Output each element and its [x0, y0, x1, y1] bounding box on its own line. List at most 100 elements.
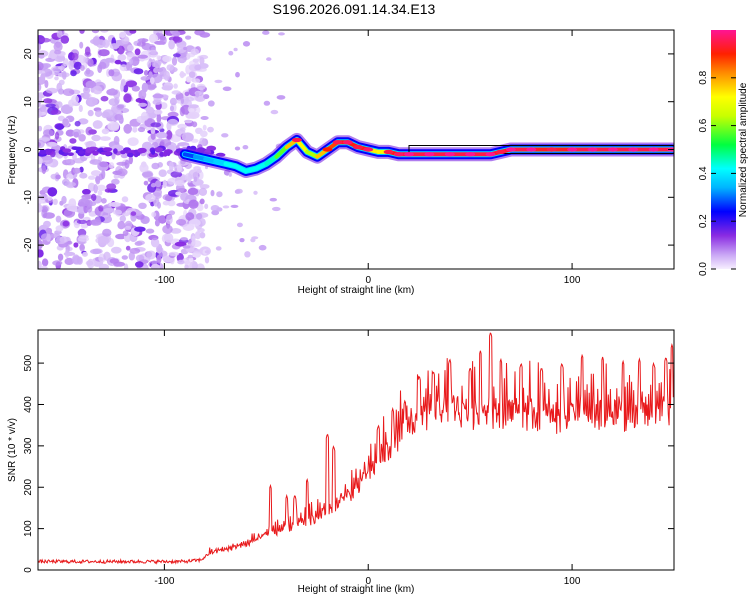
spectrogram-noise-cell — [150, 122, 162, 128]
spectrogram-noise-cell — [165, 194, 172, 202]
spectrogram-noise-cell — [191, 121, 198, 128]
spectrogram-noise-cell — [263, 100, 271, 106]
spectrogram-noise-cell — [167, 199, 176, 207]
spectrogram-noise-cell — [183, 46, 188, 51]
spectrogram-noise-cell — [234, 189, 241, 194]
spectrogram-noise-cell — [162, 55, 172, 63]
spectrogram-ridge-peak — [546, 147, 557, 152]
spectrogram-noise-cell — [50, 109, 62, 115]
spectrogram-noise-cell — [113, 148, 118, 154]
spectrogram-noise-cell — [143, 180, 149, 186]
spectrogram-noise-cell — [108, 98, 120, 106]
spectrogram-noise-cell — [62, 88, 75, 96]
spectrogram-noise-cell — [180, 237, 188, 241]
spectrogram-noise-cell — [211, 210, 220, 216]
spectrogram-ridge-peak — [291, 137, 302, 143]
spectrogram-ridge-peak — [465, 152, 476, 157]
spectrogram-noise-cell — [101, 198, 107, 204]
spectrogram-noise-cell — [244, 251, 251, 258]
colorbar-tick-label: 0.2 — [698, 214, 709, 228]
spectrogram-noise-cell — [79, 172, 88, 179]
spectrogram-noise-cell — [65, 129, 75, 137]
spectrogram-noise-cell — [60, 104, 73, 115]
spectrogram-noise-cell — [45, 103, 56, 108]
spectrogram-y-tick-label: -20 — [23, 237, 34, 252]
spectrogram-noise-cell — [174, 241, 187, 247]
spectrogram-noise-cell — [154, 147, 164, 152]
spectrogram-noise-cell — [50, 233, 61, 239]
spectrogram-noise-cell — [91, 193, 97, 201]
spectrogram-noise-cell — [44, 80, 49, 88]
spectrogram-noise-cell — [65, 159, 76, 166]
spectrogram-noise-cell — [126, 52, 135, 58]
spectrogram-noise-cell — [120, 153, 129, 159]
spectrogram-noise-cell — [154, 40, 166, 45]
spectrogram-ridge-peak — [424, 152, 435, 157]
snr-frame — [37, 329, 675, 571]
spectrogram-noise-cell — [123, 123, 132, 134]
spectrogram-noise-cell — [107, 121, 120, 131]
spectrogram-noise-cell — [47, 187, 58, 197]
spectrogram-noise-cell — [90, 170, 102, 177]
spectrogram-noise-cell — [137, 126, 146, 133]
spectrogram-noise-cell — [38, 109, 42, 118]
colorbar-tick-label: 0.6 — [698, 118, 709, 132]
snr-x-axis-label: Height of straight line (km) — [298, 584, 415, 595]
spectrogram-noise-cell — [234, 146, 241, 151]
spectrogram-noise-cell — [158, 169, 167, 177]
spectrogram-noise-cell — [55, 174, 61, 180]
spectrogram-noise-cell — [46, 149, 53, 153]
spectrogram-noise-cell — [170, 228, 182, 234]
spectrogram-y-tick-label: 20 — [23, 48, 34, 60]
spectrogram-ridge-peak — [342, 140, 353, 145]
spectrogram-noise-cell — [54, 131, 60, 140]
spectrogram-noise-cell — [86, 96, 98, 106]
colorbar-ticks: 0.0 0.2 0.4 0.6 0.8 — [698, 70, 736, 276]
spectrogram-noise-cell — [88, 175, 96, 180]
spectrogram-noise-cell — [102, 228, 112, 237]
spectrogram-noise-cell — [270, 109, 279, 115]
spectrogram-noise-cell — [154, 109, 163, 115]
spectrogram-noise-cell — [41, 206, 48, 213]
colorbar-tick-label: 0.0 — [698, 262, 709, 276]
spectrogram-noise-cell — [196, 83, 206, 91]
spectrogram-noise-cell — [109, 88, 116, 93]
spectrogram-ridge-peak — [393, 152, 404, 157]
spectrogram-noise-cell — [124, 225, 132, 230]
spectrogram-noise-cell — [185, 76, 192, 83]
spectrogram-noise-cell — [64, 249, 70, 258]
spectrogram-noise-cell — [163, 232, 174, 243]
spectrogram-noise-cell — [42, 212, 55, 219]
colorbar-tick-label: 0.8 — [698, 70, 709, 84]
spectrogram-noise-cell — [145, 106, 154, 114]
snr-plot-background — [38, 330, 674, 570]
spectrogram-noise-cell — [103, 208, 114, 213]
spectrogram-noise-cell — [128, 155, 133, 165]
spectrogram-noise-cell — [70, 70, 77, 77]
spectrogram-noise-cell — [159, 102, 168, 110]
spectrogram-noise-cell — [177, 259, 185, 265]
spectrogram-noise-cell — [39, 149, 46, 155]
spectrogram-noise-cell — [214, 79, 223, 84]
spectrogram-noise-cell — [188, 104, 199, 109]
spectrogram-noise-cell — [198, 187, 208, 196]
snr-x-tick-label: -100 — [154, 576, 174, 587]
spectrogram-noise-cell — [193, 166, 202, 171]
spectrogram-noise-cell — [67, 152, 74, 157]
spectrogram-ridge-peak — [526, 147, 537, 152]
spectrogram-noise-cell — [97, 190, 103, 196]
spectrogram-noise-cell — [98, 205, 104, 212]
spectrogram-ridge-peak — [383, 149, 394, 155]
spectrogram-y-tick-label: 0 — [23, 146, 34, 152]
spectrogram-noise-cell — [185, 35, 192, 40]
spectrogram-noise-cell — [83, 56, 88, 63]
spectrogram-noise-cell — [191, 235, 196, 245]
spectrogram-noise-cell — [179, 127, 186, 132]
spectrogram-noise-cell — [77, 236, 90, 242]
spectrogram-noise-cell — [168, 251, 180, 257]
spectrogram-ridge-peak — [404, 152, 414, 157]
spectrogram-noise-cell — [68, 59, 74, 70]
spectrogram-noise-cell — [103, 251, 111, 261]
spectrogram-noise-cell — [197, 228, 205, 233]
spectrogram-noise-cell — [242, 145, 249, 150]
